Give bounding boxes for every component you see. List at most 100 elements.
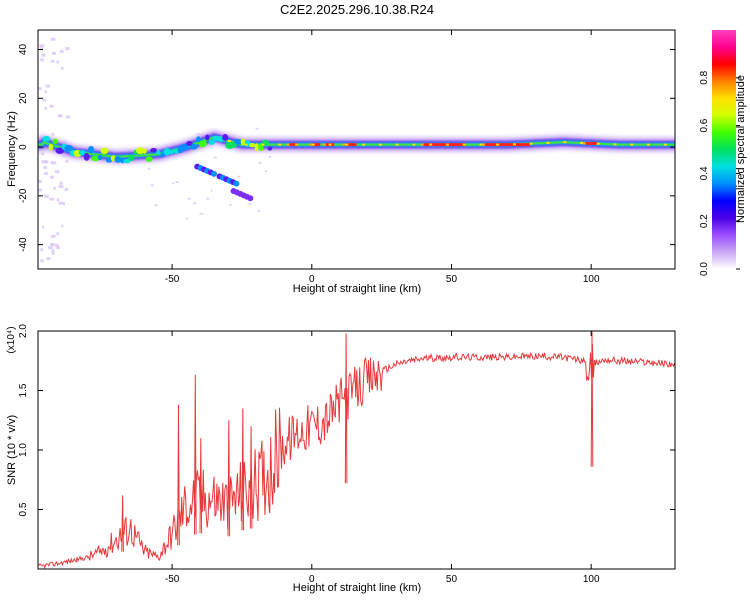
spectrogram-blob: [100, 147, 109, 155]
spectrogram-blob: [123, 158, 131, 164]
spectrogram-blob: [222, 134, 229, 141]
spectrogram-noise: [210, 189, 213, 192]
bottom-y-tick-label: 1.0: [18, 443, 29, 457]
spectrogram-blob: [180, 143, 190, 151]
spectrogram-noise: [51, 251, 55, 255]
spectrogram-noise: [44, 106, 48, 110]
spectrogram-noise: [213, 156, 217, 159]
spectrogram-blob: [145, 156, 153, 162]
spectrogram-noise: [44, 194, 49, 198]
spectrogram-noise: [65, 115, 71, 119]
spectrogram-noise: [147, 167, 151, 170]
spectrogram-blob: [91, 155, 100, 162]
spectrogram-noise: [65, 159, 69, 163]
spectrogram-noise: [56, 60, 60, 64]
bottom-x-tick-label: 0: [309, 574, 315, 585]
spectrogram-noise: [40, 58, 44, 62]
spectrogram-noise: [56, 198, 60, 202]
top-x-tick-label: 100: [583, 274, 600, 285]
colorbar-tick-label: 0.6: [699, 118, 710, 132]
spectrogram-noise: [56, 232, 59, 236]
spectrogram-accent: [261, 143, 265, 146]
spectrogram-accent: [630, 143, 634, 146]
spectrogram-noise: [185, 217, 188, 220]
spectrogram-noise: [48, 246, 53, 250]
spectrogram-accent: [529, 142, 533, 145]
spectrogram-blob: [87, 146, 95, 154]
top-x-tick-label: -50: [165, 274, 180, 285]
spectrogram-branch: [247, 195, 254, 202]
spectrogram-blob: [254, 143, 259, 152]
spectrogram-noise: [51, 51, 56, 55]
spectrogram-branch: [233, 180, 240, 187]
snr-series-line: [38, 331, 675, 569]
spectrogram-blob: [52, 138, 59, 145]
top-y-tick-label: -20: [18, 188, 29, 203]
spectrogram-peak: [322, 143, 326, 146]
spectrogram-noise: [38, 179, 42, 183]
spectrogram-blob: [128, 154, 135, 162]
spectrogram-blob: [114, 156, 122, 163]
spectrogram-peak: [423, 143, 466, 147]
bottom-y-tick-label: 1.5: [18, 383, 29, 397]
spectrogram-accent: [378, 143, 382, 146]
spectrogram-blob: [208, 139, 215, 145]
spectrogram-peak: [311, 143, 321, 147]
spectrogram-noise: [257, 209, 261, 212]
spectrogram-noise: [63, 202, 66, 206]
spectrogram-accent: [596, 142, 600, 145]
spectrogram-blob: [48, 143, 54, 151]
spectrogram-blob: [160, 152, 165, 158]
top-x-tick-label: 50: [446, 274, 458, 285]
spectrogram-accent: [278, 143, 282, 146]
spectrogram-noise: [154, 204, 158, 207]
spectrogram-noise: [268, 155, 272, 158]
spectrogram-peak: [345, 143, 357, 147]
spectrogram-noise: [58, 185, 64, 189]
bottom-y-tick-label: 2.0: [18, 324, 29, 338]
snr-panel: -50 0 50 100 2.0 1.5 1.0 0.5 (x10⁴) Height of s…: [6, 324, 676, 594]
spectrogram-noise: [59, 181, 63, 185]
spectrogram-peak: [286, 143, 290, 146]
spectrogram-blob: [105, 158, 113, 163]
spectrogram-noise: [58, 201, 64, 205]
spectrogram-blob: [173, 148, 179, 155]
spectrogram-peak: [585, 141, 597, 145]
spectrogram-noise: [54, 170, 60, 174]
spectrogram-noise: [49, 197, 54, 201]
spectrogram-accent: [563, 141, 567, 144]
spectrogram-noise: [172, 182, 175, 185]
spectrogram-peak: [342, 143, 346, 146]
spectrogram-noise: [40, 47, 43, 51]
spectrogram-blob: [240, 138, 246, 146]
spectrogram-accent: [445, 143, 449, 146]
spectrogram-noise: [193, 202, 197, 205]
spectrogram-noise: [51, 161, 57, 165]
snr-frame: [37, 330, 676, 570]
spectrogram-noise: [59, 49, 64, 53]
spectrogram-accent: [462, 143, 466, 146]
spectrogram-accent: [244, 143, 248, 146]
spectrogram-noise: [51, 234, 56, 238]
spectrogram-blob: [97, 154, 103, 161]
spectrogram-blob: [83, 153, 90, 161]
colorbar-tick-label: 0.2: [699, 214, 710, 228]
spectrogram-blob: [156, 149, 161, 155]
spectrogram-accent: [613, 143, 617, 146]
spectrogram-accent: [496, 143, 500, 146]
spectrogram-blob: [55, 147, 65, 154]
spectrogram-noise: [50, 243, 56, 247]
spectrogram-noise: [61, 66, 64, 70]
spectrogram-noise: [51, 249, 55, 253]
colorbar-tick-label: 0.8: [699, 70, 710, 84]
spectrogram-noise: [50, 161, 54, 165]
spectrogram-blob: [136, 147, 145, 155]
spectrogram-noise: [199, 212, 204, 215]
spectrogram-accent: [512, 143, 516, 146]
spectrogram-accent: [328, 143, 332, 146]
spectrogram-noise: [40, 259, 44, 263]
spectrogram-branch: [211, 170, 218, 177]
spectrogram-accent: [647, 143, 651, 146]
colorbar-tick-label: 0.0: [699, 262, 710, 276]
top-x-axis-label: Height of straight line (km): [293, 283, 421, 295]
